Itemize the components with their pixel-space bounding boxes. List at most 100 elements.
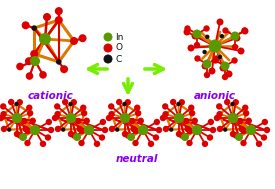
Circle shape <box>132 140 139 146</box>
Circle shape <box>202 63 208 70</box>
Circle shape <box>55 7 63 15</box>
Text: cationic: cationic <box>27 91 73 101</box>
Circle shape <box>156 127 162 133</box>
Circle shape <box>84 118 90 124</box>
Circle shape <box>208 119 214 125</box>
Circle shape <box>219 64 227 71</box>
Circle shape <box>178 99 185 105</box>
Circle shape <box>243 110 249 116</box>
Circle shape <box>54 111 61 117</box>
Circle shape <box>79 128 85 134</box>
Circle shape <box>138 118 144 124</box>
Circle shape <box>176 131 182 137</box>
Circle shape <box>62 99 68 105</box>
Circle shape <box>104 33 112 41</box>
Circle shape <box>25 128 31 134</box>
Circle shape <box>256 141 262 147</box>
Circle shape <box>115 127 119 132</box>
Circle shape <box>220 34 224 38</box>
Circle shape <box>241 128 247 134</box>
Circle shape <box>8 99 14 105</box>
Circle shape <box>232 44 238 50</box>
Circle shape <box>187 128 193 134</box>
Circle shape <box>212 57 219 64</box>
Circle shape <box>216 111 223 117</box>
Circle shape <box>153 134 159 141</box>
Circle shape <box>246 125 256 135</box>
Circle shape <box>261 134 267 141</box>
Circle shape <box>120 113 130 123</box>
Circle shape <box>217 126 223 132</box>
Circle shape <box>40 141 46 147</box>
Circle shape <box>160 115 166 121</box>
Circle shape <box>7 127 11 132</box>
Circle shape <box>133 128 139 134</box>
Circle shape <box>231 57 238 64</box>
Circle shape <box>70 37 78 45</box>
Circle shape <box>116 99 122 105</box>
Circle shape <box>125 132 131 139</box>
Circle shape <box>56 59 62 65</box>
Circle shape <box>134 105 141 111</box>
Circle shape <box>226 70 232 77</box>
Circle shape <box>169 127 173 132</box>
Circle shape <box>16 63 24 70</box>
Circle shape <box>81 110 87 116</box>
Circle shape <box>99 134 105 141</box>
Circle shape <box>192 125 202 135</box>
Circle shape <box>22 21 30 29</box>
Circle shape <box>68 131 74 137</box>
Circle shape <box>185 126 191 132</box>
Circle shape <box>241 27 248 34</box>
Circle shape <box>203 25 210 32</box>
Circle shape <box>0 115 4 121</box>
Circle shape <box>54 103 60 110</box>
Circle shape <box>237 118 243 124</box>
Text: O: O <box>115 43 122 53</box>
Circle shape <box>48 127 54 133</box>
Circle shape <box>26 72 33 80</box>
Circle shape <box>154 119 160 125</box>
Circle shape <box>108 103 114 110</box>
Text: C: C <box>115 54 121 64</box>
Circle shape <box>125 99 131 105</box>
Circle shape <box>61 127 65 132</box>
Circle shape <box>30 56 40 66</box>
Circle shape <box>233 35 241 42</box>
Circle shape <box>24 140 31 146</box>
Circle shape <box>29 118 36 124</box>
Circle shape <box>12 113 22 123</box>
Circle shape <box>218 55 222 59</box>
Circle shape <box>233 132 239 139</box>
Circle shape <box>221 61 230 70</box>
Circle shape <box>186 140 193 146</box>
Circle shape <box>21 118 28 124</box>
Circle shape <box>27 110 33 116</box>
Circle shape <box>208 40 221 53</box>
Text: anionic: anionic <box>194 91 236 101</box>
Circle shape <box>188 44 194 51</box>
Circle shape <box>14 102 19 106</box>
Circle shape <box>188 105 194 111</box>
Circle shape <box>71 99 77 105</box>
Circle shape <box>216 103 222 110</box>
Circle shape <box>30 50 38 58</box>
Circle shape <box>183 29 191 36</box>
Circle shape <box>135 110 141 116</box>
Circle shape <box>230 102 235 106</box>
Circle shape <box>104 55 112 63</box>
Circle shape <box>46 119 52 125</box>
Circle shape <box>130 126 137 132</box>
Circle shape <box>25 57 33 65</box>
Circle shape <box>78 140 85 146</box>
Circle shape <box>60 65 68 73</box>
Circle shape <box>233 99 239 105</box>
Circle shape <box>39 33 51 45</box>
Circle shape <box>228 113 238 123</box>
Circle shape <box>240 140 247 146</box>
Circle shape <box>214 115 220 121</box>
Circle shape <box>26 105 32 111</box>
Circle shape <box>238 47 244 54</box>
Circle shape <box>80 105 86 111</box>
Text: In: In <box>115 33 123 42</box>
